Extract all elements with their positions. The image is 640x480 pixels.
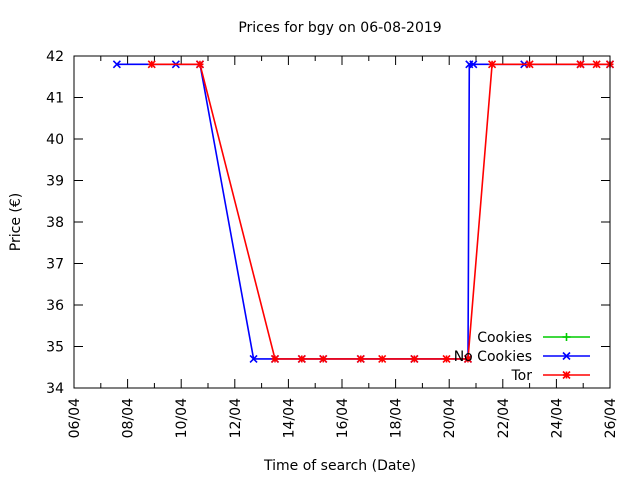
y-tick-label: 35 [46, 340, 64, 356]
y-tick-label: 39 [46, 174, 64, 190]
legend-label: No Cookies [454, 349, 532, 365]
y-tick-label: 36 [46, 298, 64, 314]
x-tick-label: 18/04 [389, 398, 405, 438]
legend-item: Cookies [477, 330, 590, 346]
plot-frame [73, 55, 611, 389]
data-point [147, 60, 156, 69]
data-point [576, 60, 585, 69]
data-point [195, 60, 205, 69]
data-point [112, 60, 121, 69]
data-point [463, 354, 473, 364]
y-tick-label: 40 [46, 132, 64, 148]
series-1 [112, 60, 615, 364]
legend-label: Tor [511, 368, 533, 384]
series-layer [112, 60, 615, 364]
x-tick-label: 12/04 [228, 398, 244, 438]
y-tick-label: 42 [46, 49, 64, 65]
chart-title: Prices for bgy on 06-08-2019 [238, 20, 441, 36]
data-point [297, 354, 306, 364]
series-line [151, 63, 610, 360]
data-point [469, 60, 478, 69]
legend-item: Tor [511, 368, 590, 384]
legend-label: Cookies [477, 330, 532, 346]
x-tick-label: 22/04 [496, 398, 512, 438]
series-2 [147, 60, 615, 364]
data-point [319, 354, 328, 364]
legend: Cookies No Cookies Tor [454, 330, 590, 384]
x-tick-label: 10/04 [174, 398, 190, 438]
x-tick-label: 06/04 [67, 398, 83, 438]
series-line [116, 63, 610, 360]
x-tick-label: 24/04 [549, 398, 565, 438]
data-point [442, 354, 451, 364]
y-tick-label: 41 [46, 91, 64, 107]
legend-item: No Cookies [454, 349, 590, 365]
data-point [488, 60, 497, 69]
data-point [356, 354, 365, 364]
y-axis-label: Price (€) [8, 193, 24, 251]
data-point [270, 354, 280, 364]
x-tick-label: 26/04 [603, 398, 619, 438]
x-tick-label: 14/04 [281, 398, 297, 438]
data-point [378, 354, 387, 364]
x-tick-label: 08/04 [121, 398, 137, 438]
data-point [249, 354, 258, 364]
y-tick-label: 34 [46, 381, 64, 397]
data-point [525, 60, 534, 69]
x-tick-label: 20/04 [442, 398, 458, 438]
x-tick-label: 16/04 [335, 398, 351, 438]
x-axis-label: Time of search (Date) [263, 458, 416, 474]
tick-labels: 34 35 36 37 38 39 40 41 42 06/04 08/04 10/04 12/04 14… [46, 49, 619, 438]
y-tick-label: 38 [46, 215, 64, 231]
data-point [592, 60, 601, 69]
data-point [410, 354, 419, 364]
y-tick-label: 37 [46, 257, 64, 273]
